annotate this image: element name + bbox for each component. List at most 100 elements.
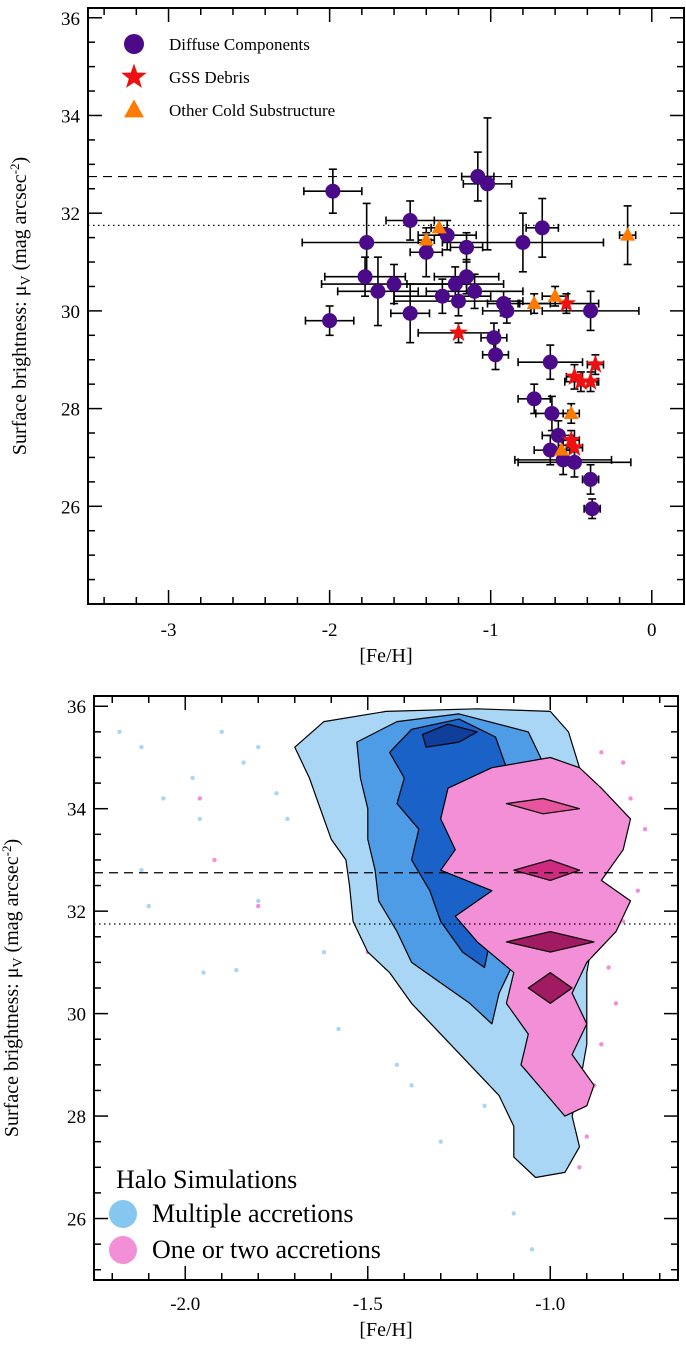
simulation-dot bbox=[285, 816, 290, 822]
data-point-circle bbox=[459, 239, 475, 255]
y-axis-title-part: V bbox=[19, 275, 34, 285]
data-point-circle bbox=[515, 234, 531, 250]
simulation-dot bbox=[161, 796, 166, 801]
x-tick-label: -2 bbox=[322, 620, 338, 641]
data-point-circle bbox=[488, 347, 504, 363]
simulation-dot bbox=[511, 1211, 516, 1216]
data-point-circle bbox=[402, 213, 418, 229]
simulation-dot bbox=[642, 826, 648, 832]
data-point-circle bbox=[357, 269, 373, 285]
simulation-dot bbox=[599, 1042, 604, 1047]
simulation-dot bbox=[139, 867, 144, 873]
y-tick-label: 28 bbox=[67, 1107, 86, 1128]
data-point-circle bbox=[542, 442, 558, 458]
data-point-circle bbox=[467, 283, 483, 299]
simulation-dot bbox=[256, 903, 261, 909]
data-point-circle bbox=[459, 269, 475, 285]
simulation-dot bbox=[613, 1001, 619, 1006]
simulation-dot bbox=[438, 1139, 443, 1144]
simulation-dot bbox=[409, 1083, 414, 1088]
data-point-circle bbox=[555, 452, 571, 468]
simulation-dot bbox=[117, 729, 122, 735]
simulation-dot bbox=[139, 745, 144, 750]
simulation-dot bbox=[274, 791, 279, 796]
data-point-circle bbox=[450, 293, 466, 309]
y-tick-label: 34 bbox=[67, 800, 87, 821]
data-point-circle bbox=[434, 288, 450, 304]
legend-marker-triangle bbox=[124, 99, 144, 118]
y-tick-label: 32 bbox=[61, 204, 80, 225]
data-point-triangle bbox=[554, 442, 570, 456]
contour-level-4 bbox=[421, 723, 478, 748]
data-point-circle bbox=[359, 234, 375, 250]
contour-level-2 bbox=[505, 797, 581, 815]
x-tick-label: 0 bbox=[647, 620, 657, 641]
y-axis-title-part: ) bbox=[9, 157, 31, 164]
y-axis-title-part: Surface brightness: μ bbox=[9, 286, 31, 456]
top-scatter-chart: -3 -2 -1 0 26 28 30 32 34 36 [Fe/H] Surface brightn… bbox=[7, 7, 685, 667]
contour-level-5 bbox=[527, 972, 573, 1004]
data-point-star bbox=[564, 366, 585, 385]
data-point-star bbox=[556, 293, 576, 312]
simulation-dot bbox=[336, 1026, 341, 1032]
x-tick-label: -1.0 bbox=[535, 1294, 565, 1315]
y-tick-label: 26 bbox=[67, 1210, 86, 1231]
data-point-triangle bbox=[620, 227, 636, 241]
y-tick-label: 30 bbox=[67, 1005, 86, 1026]
x-tick-label: -2.0 bbox=[170, 1294, 200, 1315]
simulation-dot bbox=[146, 903, 151, 909]
plot-frame bbox=[87, 7, 685, 605]
simulation-dot bbox=[256, 898, 261, 904]
x-tick-label: -1.5 bbox=[353, 1294, 383, 1315]
data-point-circle bbox=[402, 305, 418, 321]
simulation-dot bbox=[197, 796, 203, 801]
data-point-star bbox=[561, 430, 581, 449]
simulation-dot bbox=[635, 888, 641, 893]
legend-title: Halo Simulations bbox=[116, 1165, 297, 1194]
y-tick-label: 34 bbox=[61, 106, 81, 127]
simulation-dot bbox=[201, 970, 206, 975]
simulation-dot bbox=[234, 967, 239, 973]
simulation-dot bbox=[628, 796, 633, 801]
legend-label: GSS Debris bbox=[169, 68, 250, 87]
data-point-circle bbox=[583, 471, 599, 487]
simulation-dot bbox=[219, 729, 224, 735]
y-axis-title-part: -2 bbox=[0, 846, 14, 857]
y-tick-label: 26 bbox=[61, 497, 80, 518]
x-axis-title: [Fe/H] bbox=[359, 1319, 412, 1341]
data-point-triangle bbox=[526, 295, 542, 310]
data-point-star bbox=[448, 322, 469, 342]
data-point-star bbox=[571, 371, 591, 390]
data-point-circle bbox=[499, 303, 515, 319]
legend-marker-circle bbox=[124, 34, 144, 54]
legend-swatch bbox=[109, 1236, 137, 1264]
data-point-circle bbox=[542, 354, 558, 370]
data-point-circle bbox=[534, 220, 550, 236]
simulation-dot bbox=[482, 1103, 487, 1109]
y-tick-label: 28 bbox=[61, 400, 80, 421]
plot-area bbox=[301, 117, 640, 520]
data-point-triangle bbox=[418, 232, 434, 246]
x-axis-title: [Fe/H] bbox=[359, 645, 412, 667]
legend-label: One or two accretions bbox=[152, 1235, 381, 1264]
simulation-dot bbox=[599, 750, 604, 755]
simulation-dot bbox=[606, 965, 611, 970]
y-axis-title-part: ) bbox=[1, 839, 23, 846]
y-axis-title-part: Surface brightness: μ bbox=[1, 968, 23, 1138]
y-axis-title-part: V bbox=[11, 957, 26, 967]
x-tick-label: -1 bbox=[483, 620, 499, 641]
data-point-circle bbox=[325, 183, 341, 199]
data-point-circle bbox=[386, 276, 402, 292]
data-point-circle bbox=[322, 313, 338, 329]
simulation-dot bbox=[584, 1134, 589, 1139]
data-point-star bbox=[564, 437, 585, 456]
data-point-circle bbox=[526, 391, 542, 407]
legend-label: Multiple accretions bbox=[152, 1199, 353, 1228]
plot-area bbox=[117, 708, 648, 1252]
contour-level-3 bbox=[513, 859, 581, 881]
data-point-circle bbox=[566, 454, 582, 470]
data-point-triangle bbox=[547, 288, 563, 302]
legend-swatch bbox=[109, 1200, 137, 1228]
data-point-star bbox=[580, 371, 601, 390]
simulation-dot bbox=[321, 949, 327, 955]
